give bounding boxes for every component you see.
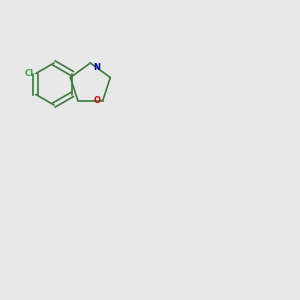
Text: O: O	[93, 96, 100, 105]
Text: N: N	[93, 63, 100, 72]
Text: Cl: Cl	[24, 69, 33, 78]
